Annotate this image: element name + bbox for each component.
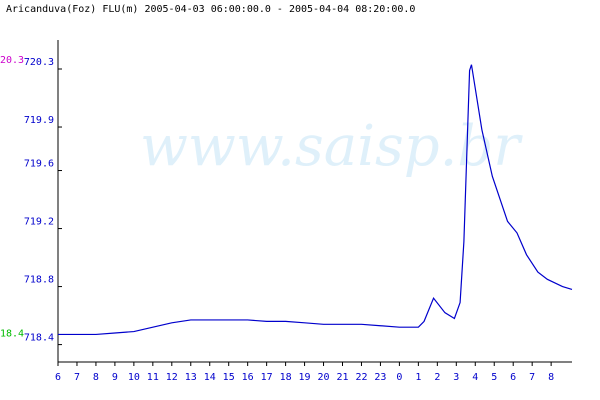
- min-label: 18.4: [0, 329, 24, 340]
- y-tick-label: 718.4: [24, 333, 54, 344]
- x-tick-label: 20: [318, 372, 330, 383]
- x-tick-label: 21: [336, 372, 348, 383]
- x-tick-label: 12: [166, 372, 178, 383]
- chart-title: Aricanduva(Foz) FLU(m) 2005-04-03 06:00:…: [6, 4, 415, 15]
- x-tick-label: 6: [510, 372, 516, 383]
- x-tick-label: 6: [55, 372, 61, 383]
- x-tick-label: 19: [299, 372, 311, 383]
- x-tick-label: 18: [280, 372, 292, 383]
- x-tick-label: 17: [261, 372, 273, 383]
- x-tick-label: 9: [112, 372, 118, 383]
- watermark: www.saisp.br: [140, 114, 523, 179]
- x-tick-label: 1: [415, 372, 421, 383]
- y-tick-label: 719.6: [24, 159, 54, 170]
- x-tick-label: 14: [204, 372, 216, 383]
- x-tick-label: 8: [548, 372, 554, 383]
- x-tick-label: 3: [453, 372, 459, 383]
- y-tick-label: 719.9: [24, 115, 54, 126]
- x-tick-label: 8: [93, 372, 99, 383]
- x-tick-label: 7: [74, 372, 80, 383]
- x-tick-label: 11: [147, 372, 159, 383]
- x-tick-label: 16: [242, 372, 254, 383]
- line: [58, 64, 573, 336]
- x-tick-label: 5: [491, 372, 497, 383]
- y-tick-label: 720.3: [24, 57, 54, 68]
- x-tick-label: 13: [185, 372, 197, 383]
- x-tick-label: 2: [434, 372, 440, 383]
- x-tick-label: 4: [472, 372, 478, 383]
- x-tick-label: 10: [128, 372, 140, 383]
- y-tick-label: 718.8: [24, 275, 54, 286]
- x-tick-label: 15: [223, 372, 235, 383]
- max-label: 20.3: [0, 55, 24, 66]
- x-tick-label: 7: [529, 372, 535, 383]
- y-tick-label: 719.2: [24, 217, 54, 228]
- x-tick-label: 0: [396, 372, 402, 383]
- x-tick-label: 22: [355, 372, 367, 383]
- x-tick-label: 23: [374, 372, 386, 383]
